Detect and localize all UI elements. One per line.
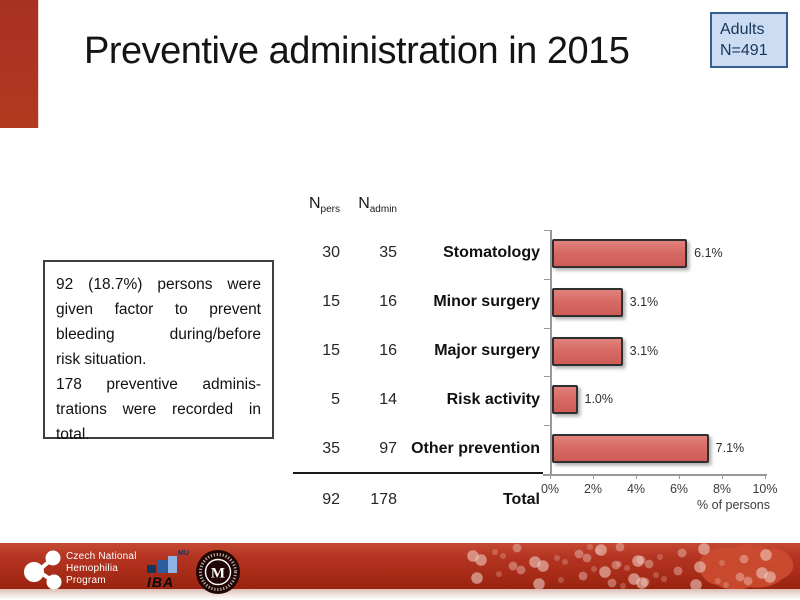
bar-row: 1.0% bbox=[552, 385, 765, 414]
program-line: Czech National bbox=[66, 551, 137, 562]
col-header-nadmin: Nadmin bbox=[358, 195, 397, 216]
iba-bar-icon bbox=[147, 565, 156, 573]
x-axis-line bbox=[543, 474, 767, 476]
y-axis-tick bbox=[544, 230, 550, 231]
iba-label: IBA bbox=[147, 574, 175, 590]
nadmin-value: 16 bbox=[379, 293, 397, 310]
bar-other-prevention bbox=[552, 434, 709, 463]
bar-value-label: 3.1% bbox=[629, 344, 659, 358]
note-line: total. bbox=[56, 426, 90, 443]
table-header: Npers Nadmin bbox=[292, 193, 540, 215]
bar-value-label: 6.1% bbox=[694, 246, 723, 260]
badge-line2: N=491 bbox=[720, 42, 768, 59]
population-badge: Adults N=491 bbox=[710, 12, 788, 68]
note-line: 92 (18.7%) persons were bbox=[56, 276, 261, 293]
category-label: Major surgery bbox=[434, 342, 540, 359]
npers-value: 35 bbox=[322, 440, 340, 457]
x-tick-label: 0% bbox=[540, 482, 560, 496]
university-seal-icon: M bbox=[196, 550, 240, 594]
y-axis-tick bbox=[544, 328, 550, 329]
program-line: Program bbox=[66, 575, 106, 586]
category-label: Other prevention bbox=[411, 440, 540, 457]
note-line: 178 preventive adminis- bbox=[56, 376, 261, 393]
iba-bar-icon bbox=[168, 556, 177, 573]
total-label: Total bbox=[502, 491, 540, 508]
x-axis-tick bbox=[636, 475, 637, 479]
nadmin-value: 16 bbox=[379, 342, 397, 359]
hemophilia-program-logo-icon bbox=[24, 550, 62, 590]
molecule-pattern bbox=[467, 543, 794, 589]
footer-bottom-strip bbox=[0, 589, 800, 600]
category-label: Risk activity bbox=[446, 391, 540, 408]
y-axis-tick bbox=[544, 279, 550, 280]
x-axis-tick bbox=[550, 475, 551, 479]
y-axis-line bbox=[550, 230, 552, 474]
table-row: 15 16 Minor surgery bbox=[292, 291, 540, 313]
bar-row: 6.1% bbox=[552, 239, 765, 268]
x-tick-label: 4% bbox=[626, 482, 646, 496]
iba-logo: MU IBA bbox=[147, 550, 191, 592]
bar-minor-surgery bbox=[552, 288, 623, 317]
badge-line1: Adults bbox=[720, 21, 765, 38]
x-tick-label: 2% bbox=[583, 482, 603, 496]
category-label: Stomatology bbox=[443, 244, 540, 261]
note-line: risk situation. bbox=[56, 351, 147, 368]
footer-bar bbox=[0, 543, 800, 589]
note-box: 92 (18.7%) persons were given factor to … bbox=[43, 260, 274, 443]
col-header-npers: Npers bbox=[308, 195, 340, 216]
x-axis-tick bbox=[722, 475, 723, 479]
nadmin-total: 178 bbox=[370, 491, 397, 508]
note-line: given factor to prevent bbox=[56, 301, 261, 318]
y-axis-tick bbox=[544, 425, 550, 426]
table-row: 15 16 Major surgery bbox=[292, 340, 540, 362]
slide-accent-bar bbox=[0, 0, 39, 128]
x-tick-label: 8% bbox=[712, 482, 732, 496]
category-label: Minor surgery bbox=[433, 293, 540, 310]
npers-value: 15 bbox=[322, 342, 340, 359]
iba-bar-icon bbox=[157, 560, 167, 573]
x-axis-tick bbox=[593, 475, 594, 479]
nadmin-value: 14 bbox=[379, 391, 397, 408]
svg-text:M: M bbox=[211, 566, 225, 582]
nadmin-value: 35 bbox=[379, 244, 397, 261]
npers-total: 92 bbox=[322, 491, 340, 508]
bar-value-label: 1.0% bbox=[584, 392, 614, 406]
total-separator-line bbox=[293, 472, 543, 474]
bar-major-surgery bbox=[552, 337, 623, 366]
x-axis-title: % of persons bbox=[697, 498, 770, 512]
note-line: bleeding during/before bbox=[56, 326, 261, 343]
page-title: Preventive administration in 2015 bbox=[84, 30, 630, 72]
bar-chart: 6.1% 3.1% 3.1% 1.0% 7.1% 0% 2% 4% 6% 8% … bbox=[541, 230, 778, 512]
program-line: Hemophilia bbox=[66, 563, 119, 574]
table-row: 35 97 Other prevention bbox=[292, 438, 540, 460]
note-line: trations were recorded in bbox=[56, 401, 261, 418]
npers-value: 30 bbox=[322, 244, 340, 261]
bar-row: 3.1% bbox=[552, 337, 765, 366]
x-axis-tick bbox=[679, 475, 680, 479]
table-row-total: 92 178 Total bbox=[292, 489, 540, 511]
table-row: 30 35 Stomatology bbox=[292, 242, 540, 264]
npers-value: 5 bbox=[331, 391, 340, 408]
table-row: 5 14 Risk activity bbox=[292, 389, 540, 411]
npers-value: 15 bbox=[322, 293, 340, 310]
bar-value-label: 7.1% bbox=[715, 441, 745, 455]
y-axis-tick bbox=[544, 376, 550, 377]
nadmin-value: 97 bbox=[379, 440, 397, 457]
bar-row: 3.1% bbox=[552, 288, 765, 317]
x-tick-label: 6% bbox=[669, 482, 689, 496]
iba-mu-label: MU bbox=[178, 550, 189, 557]
bar-risk-activity bbox=[552, 385, 578, 414]
x-tick-label: 10% bbox=[752, 482, 778, 496]
x-axis-tick bbox=[765, 475, 766, 479]
bar-stomatology bbox=[552, 239, 688, 268]
hemophilia-program-name: Czech National Hemophilia Program bbox=[66, 551, 137, 587]
bar-value-label: 3.1% bbox=[629, 295, 659, 309]
bar-row: 7.1% bbox=[552, 434, 765, 463]
